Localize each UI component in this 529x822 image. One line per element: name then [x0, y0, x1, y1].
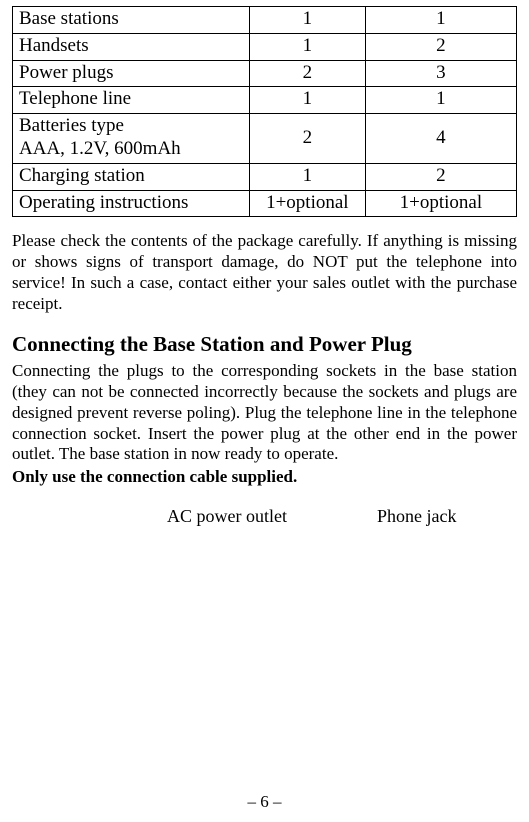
table-row: Handsets 1 2 — [13, 33, 517, 60]
diagram-labels-row: AC power outlet Phone jack — [12, 506, 517, 527]
ac-outlet-label: AC power outlet — [167, 506, 287, 527]
bold-instruction: Only use the connection cable supplied. — [12, 467, 517, 488]
table-row: Operating instructions 1+optional 1+opti… — [13, 190, 517, 217]
qty-cell: 3 — [365, 60, 516, 87]
package-contents-table: Base stations 1 1 Handsets 1 2 Power plu… — [12, 6, 517, 217]
qty-cell: 1 — [249, 33, 365, 60]
item-cell: Telephone line — [13, 87, 250, 114]
item-cell: Base stations — [13, 7, 250, 34]
table-row: Batteries type AAA, 1.2V, 600mAh 2 4 — [13, 114, 517, 164]
page-number: – 6 – — [12, 792, 517, 812]
qty-cell: 1 — [249, 7, 365, 34]
item-cell: Batteries type AAA, 1.2V, 600mAh — [13, 114, 250, 164]
qty-cell: 2 — [249, 114, 365, 164]
section-heading: Connecting the Base Station and Power Pl… — [12, 332, 517, 357]
qty-cell: 1 — [249, 163, 365, 190]
qty-cell: 2 — [249, 60, 365, 87]
table-row: Telephone line 1 1 — [13, 87, 517, 114]
qty-cell: 1+optional — [365, 190, 516, 217]
qty-cell: 2 — [365, 163, 516, 190]
qty-cell: 2 — [365, 33, 516, 60]
item-cell: Operating instructions — [13, 190, 250, 217]
item-cell: Power plugs — [13, 60, 250, 87]
check-contents-paragraph: Please check the contents of the package… — [12, 231, 517, 314]
item-cell: Charging station — [13, 163, 250, 190]
item-cell: Handsets — [13, 33, 250, 60]
table-row: Power plugs 2 3 — [13, 60, 517, 87]
connecting-paragraph: Connecting the plugs to the correspondin… — [12, 361, 517, 465]
qty-cell: 1 — [249, 87, 365, 114]
table-row: Base stations 1 1 — [13, 7, 517, 34]
phone-jack-label: Phone jack — [377, 506, 456, 527]
qty-cell: 4 — [365, 114, 516, 164]
table-row: Charging station 1 2 — [13, 163, 517, 190]
page-container: Base stations 1 1 Handsets 1 2 Power plu… — [0, 0, 529, 822]
qty-cell: 1 — [365, 87, 516, 114]
qty-cell: 1 — [365, 7, 516, 34]
qty-cell: 1+optional — [249, 190, 365, 217]
